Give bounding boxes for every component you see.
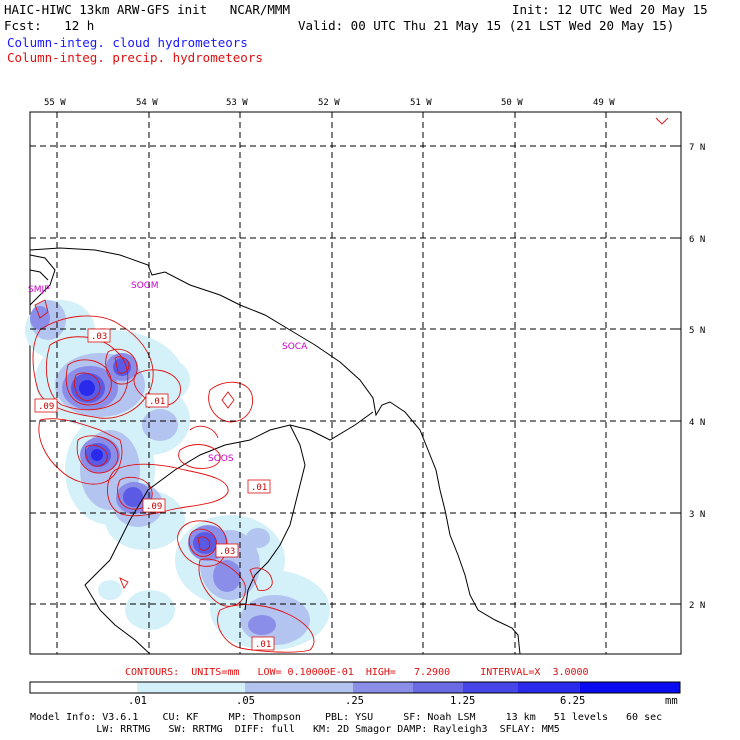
station-soca: SOCA (282, 342, 308, 352)
model-info-line1: Model Info: V3.6.1 CU: KF MP: Thompson P… (30, 712, 663, 723)
init-time: Init: 12 UTC Wed 20 May 15 (512, 2, 708, 17)
lat-label: 2 N (689, 601, 705, 611)
contour-info: CONTOURS: UNITS=mm LOW= 0.10000E-01 HIGH… (125, 667, 589, 678)
contour-label-boxes: .03 .09 .01 .01 .09 .03 .01 (34, 328, 275, 651)
lon-label: 55 W (44, 98, 66, 108)
colorbar-tick: .01 (128, 695, 147, 707)
lat-label: 4 N (689, 418, 705, 428)
contour-label: .09 (38, 402, 54, 412)
lat-label: 5 N (689, 326, 705, 336)
colorbar-tick: 1.25 (450, 695, 476, 707)
station-soos: SOOS (208, 454, 234, 464)
cloud-legend: Column-integ. cloud hydrometeors (7, 35, 248, 50)
contour-label: .09 (146, 502, 162, 512)
colorbar-tick: .25 (345, 695, 364, 707)
colorbar-tick: 6.25 (560, 695, 586, 707)
lon-label: 51 W (410, 98, 432, 108)
header-title: HAIC-HIWC 13km ARW-GFS init NCAR/MMM (4, 2, 290, 17)
precip-contours (32, 117, 669, 653)
model-info-line2: LW: RRTMG SW: RRTMG DIFF: full KM: 2D Sm… (30, 724, 560, 735)
station-labels: SMJP SOGM SOCA SOOS (28, 281, 308, 464)
station-smjp: SMJP (28, 285, 50, 295)
contour-label: .03 (91, 332, 107, 342)
lon-label: 53 W (226, 98, 248, 108)
lat-lon-grid (30, 112, 681, 654)
colorbar-unit: mm (665, 695, 678, 707)
longitude-labels: 55 W 54 W 53 W 52 W 51 W 50 W 49 W (44, 98, 615, 108)
contour-label: .03 (219, 547, 235, 557)
lat-label: 3 N (689, 510, 705, 520)
lon-label: 49 W (593, 98, 615, 108)
lat-label: 6 N (689, 235, 705, 245)
precip-legend: Column-integ. precip. hydrometeors (7, 50, 263, 65)
valid-time: Valid: 00 UTC Thu 21 May 15 (21 LST Wed … (298, 18, 675, 33)
colorbar (29, 681, 681, 694)
contour-label: .01 (251, 483, 267, 493)
forecast-hour: Fcst: 12 h (4, 18, 95, 33)
contour-label: .01 (255, 640, 271, 650)
colorbar-tick: .05 (236, 695, 255, 707)
lon-label: 50 W (501, 98, 523, 108)
station-sogm: SOGM (131, 281, 159, 291)
contour-label: .01 (149, 397, 165, 407)
lon-label: 54 W (136, 98, 158, 108)
coastline (29, 247, 521, 655)
lon-label: 52 W (318, 98, 340, 108)
latitude-labels: 7 N 6 N 5 N 4 N 3 N 2 N (689, 143, 705, 611)
lat-label: 7 N (689, 143, 705, 153)
